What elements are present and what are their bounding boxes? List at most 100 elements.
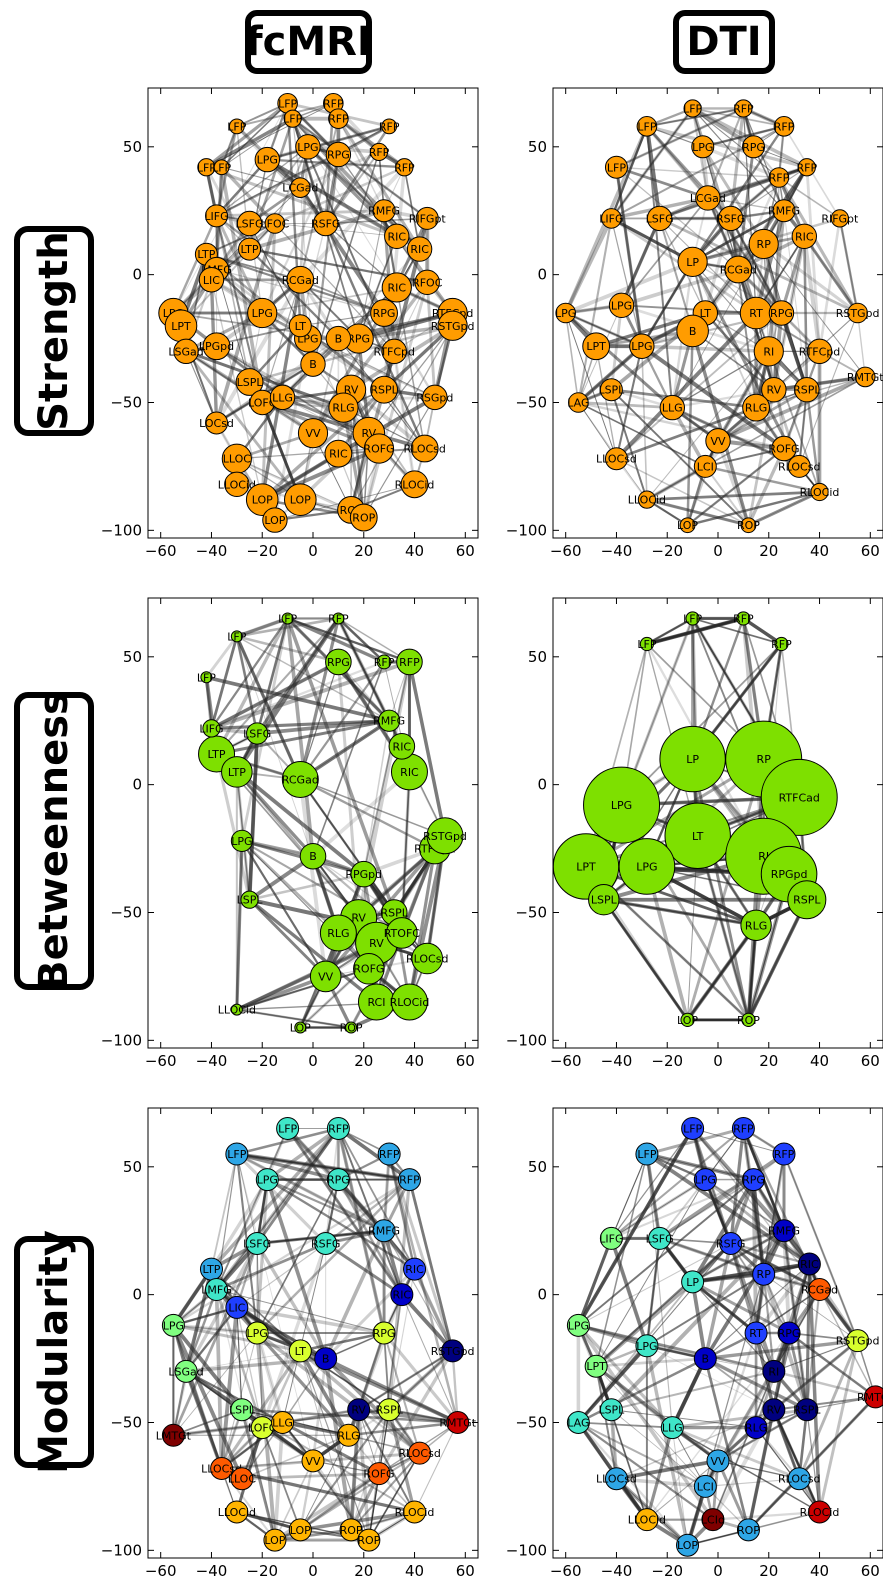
edge [747, 1396, 877, 1531]
node [635, 1334, 659, 1358]
node-label: RLOCid [395, 1506, 435, 1519]
edge [646, 1153, 754, 1181]
node [245, 1321, 269, 1345]
edge [236, 1243, 327, 1308]
node-label: RIC [800, 1258, 819, 1271]
node [676, 314, 709, 348]
edge [236, 617, 339, 638]
edge [236, 617, 289, 638]
x-tick-label: 20 [759, 1562, 778, 1580]
node-label: RFP [769, 171, 790, 184]
node [635, 1508, 659, 1532]
x-tick-label: −20 [651, 1562, 683, 1580]
node-label: LSGad [168, 345, 203, 358]
edge [216, 153, 339, 217]
edge [248, 146, 309, 225]
node [353, 952, 385, 985]
edge [215, 1128, 339, 1290]
edge [611, 1179, 706, 1239]
node [808, 1278, 832, 1302]
edge [205, 117, 294, 169]
edge [577, 1323, 648, 1348]
node-label: RV [351, 1404, 366, 1417]
row-title-modularity: Modularity [14, 1230, 94, 1474]
node-label: LFP [278, 97, 297, 110]
edge [261, 388, 386, 501]
node-label: RMFG [373, 715, 405, 728]
node-label: LPG [692, 141, 713, 154]
y-tick-label: 0 [132, 1286, 142, 1304]
node-label: LFP [227, 120, 246, 133]
edge [691, 106, 755, 149]
edge [692, 107, 785, 127]
node [378, 709, 401, 732]
edge [818, 1340, 860, 1513]
node [742, 393, 770, 422]
y-tick-label: 0 [132, 776, 142, 794]
edge [646, 107, 744, 127]
node [601, 208, 622, 229]
edge [337, 1128, 403, 1295]
edge [616, 1459, 719, 1481]
edge [594, 1280, 694, 1368]
node [202, 332, 231, 361]
edge [717, 375, 866, 443]
edge [256, 1332, 284, 1423]
edge [788, 1331, 877, 1398]
node [791, 223, 818, 249]
node-label: LSFG [243, 728, 271, 741]
node [426, 817, 464, 855]
node-label: LCGad [690, 192, 726, 205]
y-tick-label: 50 [528, 1158, 547, 1176]
node-label: LFP [278, 612, 297, 625]
edge [261, 1427, 302, 1531]
node [706, 1449, 730, 1473]
y-tick-label: −50 [110, 903, 142, 921]
node-label: LPG [247, 1327, 268, 1340]
edge [337, 618, 390, 722]
edge [241, 1408, 314, 1463]
node-label: LFP [278, 1122, 297, 1135]
edge [691, 1127, 786, 1232]
edge [387, 1349, 454, 1412]
edge [703, 1243, 733, 1359]
edge [172, 1242, 259, 1436]
node [381, 272, 412, 303]
node [245, 1232, 269, 1256]
edge [298, 1349, 351, 1437]
node-label: RSPL [381, 906, 409, 919]
edge [670, 1357, 707, 1429]
node-label: ROP [340, 1524, 363, 1537]
x-tick-label: −40 [196, 542, 228, 560]
edge [357, 1332, 386, 1411]
edge [577, 1344, 649, 1424]
edge [172, 215, 218, 314]
node [205, 204, 229, 228]
edge [782, 1153, 859, 1342]
node-label: LOCsd [199, 417, 234, 430]
node-label: LSPL [591, 894, 618, 907]
edge [412, 1268, 455, 1352]
node [198, 267, 225, 293]
edge [686, 758, 766, 1021]
node [744, 1416, 768, 1440]
node-label: LIC [228, 1301, 245, 1314]
edge [805, 167, 821, 352]
row-title-strength-text: Strength [31, 231, 77, 431]
edge [358, 324, 453, 341]
x-tick-label: −40 [196, 1052, 228, 1070]
node [724, 255, 753, 284]
x-tick-label: −60 [550, 542, 582, 560]
edge [219, 166, 264, 403]
edge [393, 351, 416, 485]
node [636, 116, 658, 137]
node [325, 141, 352, 168]
x-tick-label: −40 [196, 1562, 228, 1580]
edge [729, 1242, 790, 1334]
edge [298, 165, 406, 282]
node [225, 1295, 249, 1319]
node-label: ROP [737, 1014, 760, 1027]
edge [743, 108, 785, 211]
edge [256, 1331, 360, 1412]
